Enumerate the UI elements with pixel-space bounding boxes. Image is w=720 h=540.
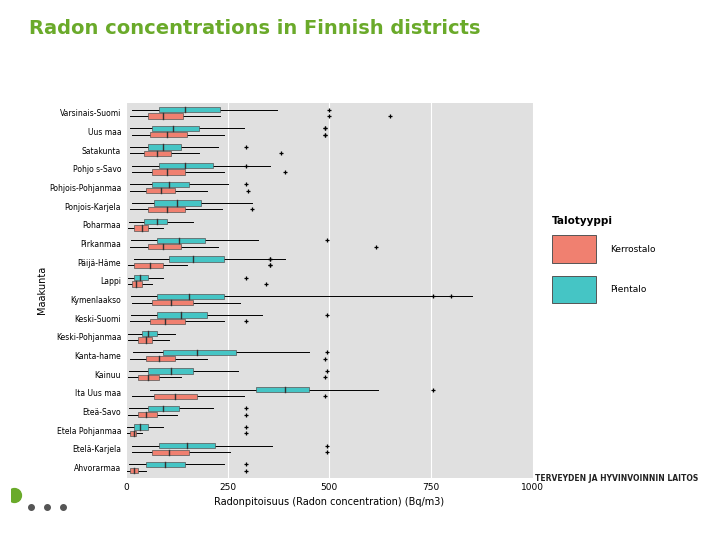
FancyBboxPatch shape [130,431,136,436]
FancyBboxPatch shape [150,132,187,137]
FancyBboxPatch shape [132,281,143,287]
FancyBboxPatch shape [146,188,175,193]
FancyBboxPatch shape [143,331,156,336]
FancyBboxPatch shape [153,182,189,187]
FancyBboxPatch shape [146,462,185,467]
FancyBboxPatch shape [150,319,185,324]
FancyBboxPatch shape [153,170,185,174]
FancyBboxPatch shape [148,406,179,411]
FancyBboxPatch shape [148,144,181,150]
FancyBboxPatch shape [134,275,148,280]
FancyBboxPatch shape [155,200,202,206]
FancyBboxPatch shape [134,226,148,231]
Text: Talotyyppi: Talotyyppi [552,216,613,226]
Text: Radon concentrations in Finnish districts: Radon concentrations in Finnish district… [29,19,480,38]
FancyBboxPatch shape [144,151,171,156]
FancyBboxPatch shape [130,468,138,474]
FancyBboxPatch shape [153,126,199,131]
FancyBboxPatch shape [148,244,181,249]
FancyBboxPatch shape [148,207,185,212]
Text: Esityksen nimi / Tekijä: Esityksen nimi / Tekijä [302,521,418,531]
FancyBboxPatch shape [134,424,148,430]
FancyBboxPatch shape [158,443,215,448]
FancyBboxPatch shape [552,276,596,303]
Text: 23.11.2020: 23.11.2020 [22,521,81,531]
FancyBboxPatch shape [144,219,166,224]
FancyBboxPatch shape [148,113,183,119]
FancyBboxPatch shape [138,375,158,380]
FancyBboxPatch shape [156,238,205,243]
Text: Kerrostalo: Kerrostalo [610,245,656,254]
Text: TERVEYDEN JA HYVINVOINNIN LAITOS: TERVEYDEN JA HYVINVOINNIN LAITOS [535,474,698,483]
FancyBboxPatch shape [153,300,193,306]
FancyBboxPatch shape [168,256,224,262]
FancyBboxPatch shape [552,235,596,262]
Y-axis label: Maakunta: Maakunta [37,266,48,314]
Text: Pientalo: Pientalo [610,285,647,294]
FancyBboxPatch shape [158,107,220,112]
FancyBboxPatch shape [155,394,197,399]
X-axis label: Radonpitoisuus (Radon concentration) (Bq/m3): Radonpitoisuus (Radon concentration) (Bq… [215,497,444,507]
FancyBboxPatch shape [134,263,163,268]
FancyBboxPatch shape [256,387,309,393]
FancyBboxPatch shape [163,350,236,355]
FancyBboxPatch shape [156,313,207,318]
Text: 25: 25 [685,521,698,531]
FancyBboxPatch shape [138,338,153,343]
FancyBboxPatch shape [148,368,193,374]
FancyBboxPatch shape [153,449,189,455]
FancyBboxPatch shape [146,356,175,361]
FancyBboxPatch shape [158,163,213,168]
FancyBboxPatch shape [156,294,224,299]
FancyBboxPatch shape [138,412,156,417]
